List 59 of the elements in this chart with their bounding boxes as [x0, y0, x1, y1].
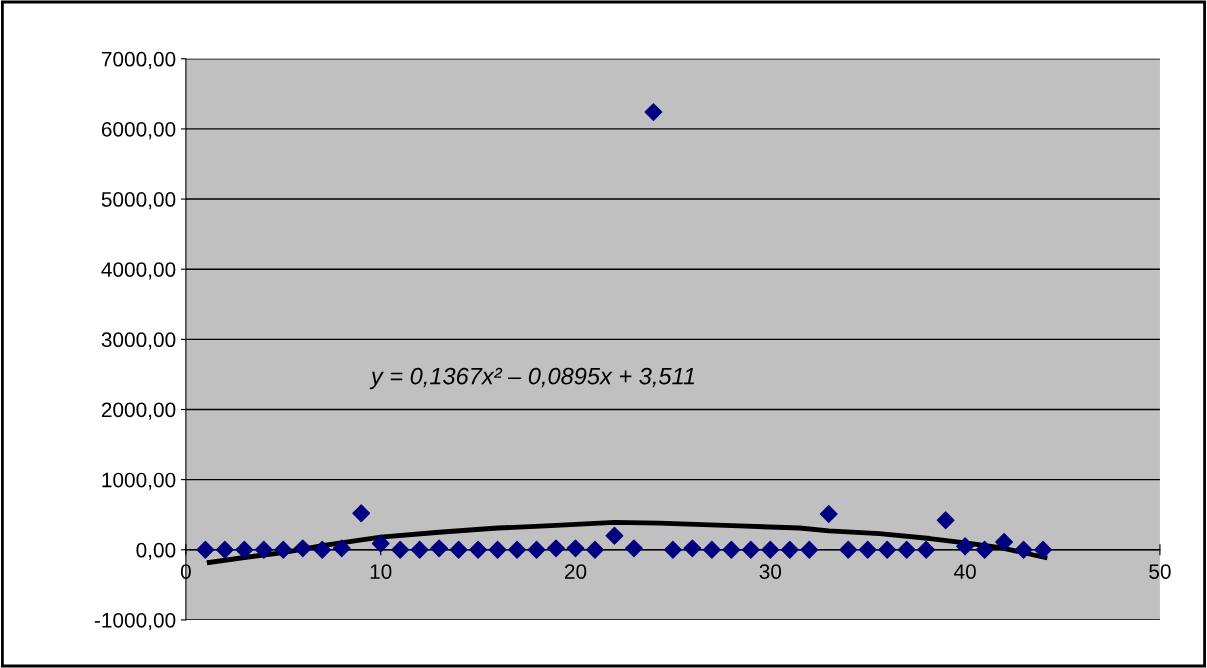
x-tick-label: 40: [954, 564, 976, 579]
point: [605, 526, 624, 545]
y-tick-label: -1000,00: [94, 612, 176, 631]
x-tick-label: 30: [759, 564, 782, 579]
point: [1034, 540, 1052, 559]
point: [819, 505, 838, 523]
x-tick-label: 50: [1149, 564, 1171, 579]
y-tick-label: 1000,00: [102, 472, 176, 490]
point: [371, 534, 390, 553]
y-tick-label: 0,00: [136, 542, 176, 560]
point: [293, 539, 312, 558]
point: [215, 540, 234, 559]
point: [780, 540, 799, 559]
point: [1014, 540, 1033, 559]
point: [761, 540, 780, 559]
point: [858, 540, 877, 559]
point: [488, 540, 507, 559]
point: [878, 540, 897, 559]
point: [644, 103, 663, 122]
point: [897, 540, 916, 559]
point: [410, 540, 429, 559]
x-tick-label: 10: [370, 564, 392, 579]
x-tick-label: 20: [564, 564, 587, 579]
point: [975, 540, 994, 559]
point: [235, 540, 254, 559]
point: [547, 539, 565, 558]
point: [722, 540, 741, 559]
y-tick-label: 3000,00: [101, 332, 176, 350]
point: [430, 539, 449, 558]
point: [352, 504, 371, 523]
point: [449, 540, 468, 559]
point: [254, 540, 273, 559]
point: [527, 540, 546, 559]
point: [625, 539, 643, 558]
y-tick-label: 6000,00: [101, 121, 176, 140]
y-tick-label: 2000,00: [101, 402, 176, 420]
point: [469, 540, 488, 559]
point: [196, 540, 215, 559]
y-tick-label: 5000,00: [101, 192, 176, 210]
y-tick-label: 4000,00: [101, 262, 176, 280]
point: [741, 540, 760, 559]
point: [800, 540, 819, 559]
point: [391, 540, 410, 559]
point: [274, 540, 293, 559]
point: [917, 540, 936, 559]
point: [586, 540, 604, 559]
point: [566, 539, 585, 558]
point: [995, 533, 1013, 551]
point: [508, 540, 526, 559]
point: [839, 540, 858, 559]
point: [683, 539, 702, 558]
y-tick-label: 7000,00: [101, 51, 176, 69]
point: [702, 540, 721, 559]
annotation: y = 0,1367x² – 0,0895x + 3,511: [369, 367, 695, 390]
point: [663, 540, 682, 559]
point: [332, 539, 351, 558]
point: [936, 511, 955, 530]
point: [313, 540, 332, 559]
point: [956, 537, 975, 556]
